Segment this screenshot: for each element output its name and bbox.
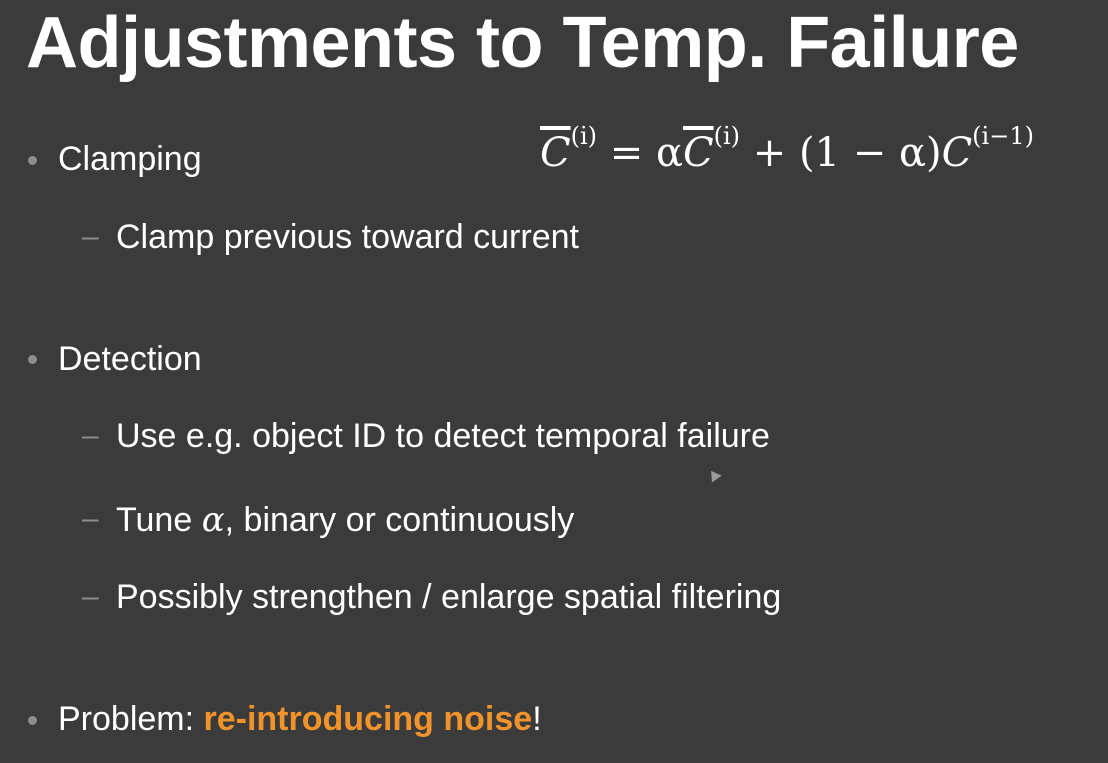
slide-title: Adjustments to Temp. Failure bbox=[26, 3, 1019, 83]
mouse-cursor-icon bbox=[706, 467, 722, 483]
problem-text-pre: Problem: bbox=[58, 700, 204, 738]
list-item-clamp-previous: Clamp previous toward current bbox=[116, 218, 579, 256]
list-item-problem: Problem: re-introducing noise! bbox=[58, 700, 542, 739]
dash-marker: – bbox=[82, 580, 99, 613]
list-item-spatial-filtering: Possibly strengthen / enlarge spatial fi… bbox=[116, 578, 782, 616]
problem-highlight: re-introducing noise bbox=[203, 700, 533, 738]
list-item-tune-alpha: Tune α, binary or continuously bbox=[116, 500, 574, 540]
dash-marker: – bbox=[82, 220, 99, 253]
dash-marker: – bbox=[82, 419, 99, 452]
formula-rhs: C bbox=[941, 130, 973, 176]
list-item-detection: Detection bbox=[58, 340, 202, 378]
tune-text-pre: Tune bbox=[116, 501, 202, 539]
formula-plus: + (1 − α) bbox=[740, 130, 942, 176]
list-item-object-id: Use e.g. object ID to detect temporal fa… bbox=[116, 417, 770, 455]
dash-marker: – bbox=[82, 502, 99, 535]
formula-eq: = α bbox=[597, 130, 683, 176]
bullet-dot bbox=[28, 156, 37, 165]
bullet-dot bbox=[28, 716, 37, 725]
formula-rhs-sup: (i−1) bbox=[972, 122, 1034, 150]
alpha-symbol: α bbox=[201, 500, 225, 540]
formula-lhs-sup: (i) bbox=[570, 122, 598, 150]
tune-text-post: , binary or continuously bbox=[224, 501, 575, 539]
list-item-clamping: Clamping bbox=[58, 140, 202, 178]
formula: C(i) = αC(i) + (1 − α)C(i−1) bbox=[540, 122, 1034, 176]
formula-mid-sup: (i) bbox=[713, 122, 740, 150]
formula-lhs: C bbox=[540, 130, 571, 176]
formula-mid: C bbox=[682, 130, 714, 176]
problem-text-post: ! bbox=[532, 700, 542, 738]
bullet-dot bbox=[28, 355, 37, 364]
